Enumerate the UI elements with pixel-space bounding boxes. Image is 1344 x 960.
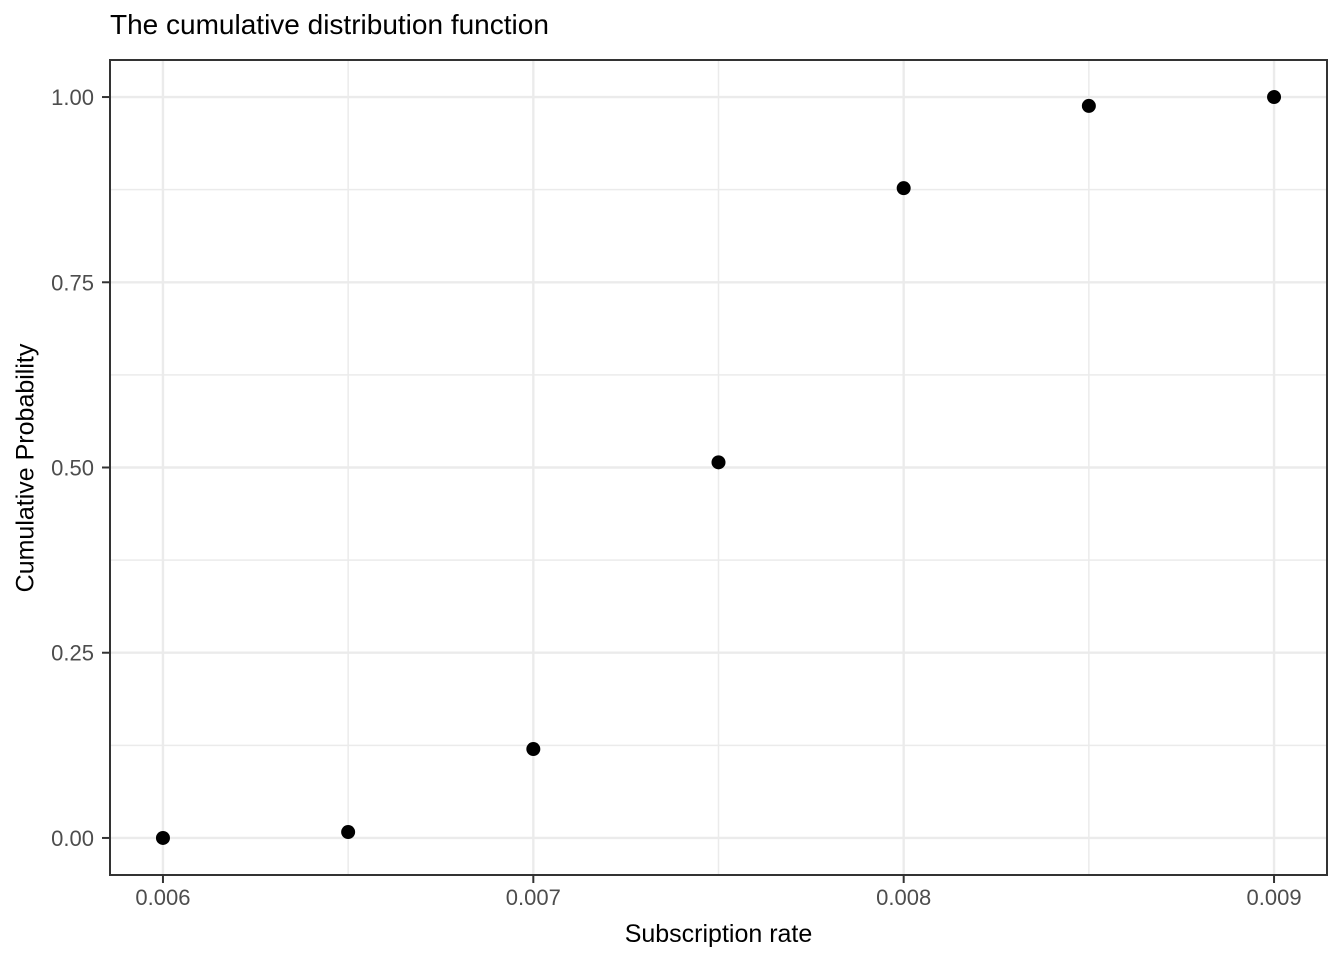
x-tick-label: 0.009 (1247, 885, 1302, 910)
y-tick-label: 1.00 (51, 85, 94, 110)
data-point (526, 742, 541, 757)
y-tick-label: 0.50 (51, 456, 94, 481)
y-tick-label: 0.00 (51, 826, 94, 851)
data-point (1267, 90, 1282, 105)
plot-title: The cumulative distribution function (110, 9, 549, 40)
x-axis-title: Subscription rate (624, 920, 813, 948)
y-axis-title: Cumulative Probability (11, 343, 40, 593)
data-point (341, 825, 356, 840)
data-point (711, 455, 726, 470)
data-point (1081, 98, 1096, 113)
data-point (896, 181, 911, 196)
x-tick-label: 0.006 (135, 885, 190, 910)
y-tick-label: 0.75 (51, 270, 94, 295)
y-tick-label: 0.25 (51, 641, 94, 666)
x-tick-label: 0.007 (506, 885, 561, 910)
x-tick-label: 0.008 (876, 885, 931, 910)
data-point (155, 830, 170, 845)
